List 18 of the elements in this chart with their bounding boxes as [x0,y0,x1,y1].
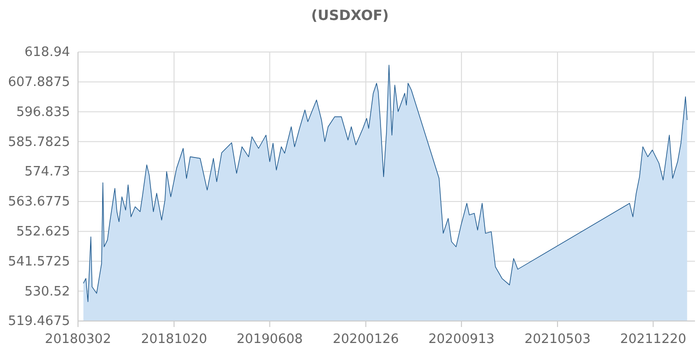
y-tick-label: 519.4675 [8,314,70,330]
x-tick-label: 20211220 [620,332,686,347]
x-tick-label: 20200913 [428,332,495,347]
y-tick-label: 563.6775 [8,194,70,210]
y-tick-label: 541.5725 [8,254,70,270]
y-tick-label: 552.625 [16,224,70,240]
x-tick-label: 20200126 [332,332,399,347]
x-tick-label: 20180302 [44,332,112,347]
y-tick-label: 607.8875 [8,75,70,90]
x-tick-label: 20210503 [524,332,591,347]
y-tick-label: 618.94 [24,45,70,60]
y-tick-label: 585.7825 [8,134,70,150]
x-tick-label: 20190608 [236,332,303,347]
x-tick-label: 20181020 [140,332,208,347]
y-tick-label: 530.52 [24,284,70,300]
y-tick-label: 574.73 [24,164,70,180]
chart-title: (USDXOF) [311,8,389,24]
y-tick-label: 596.835 [16,104,70,120]
